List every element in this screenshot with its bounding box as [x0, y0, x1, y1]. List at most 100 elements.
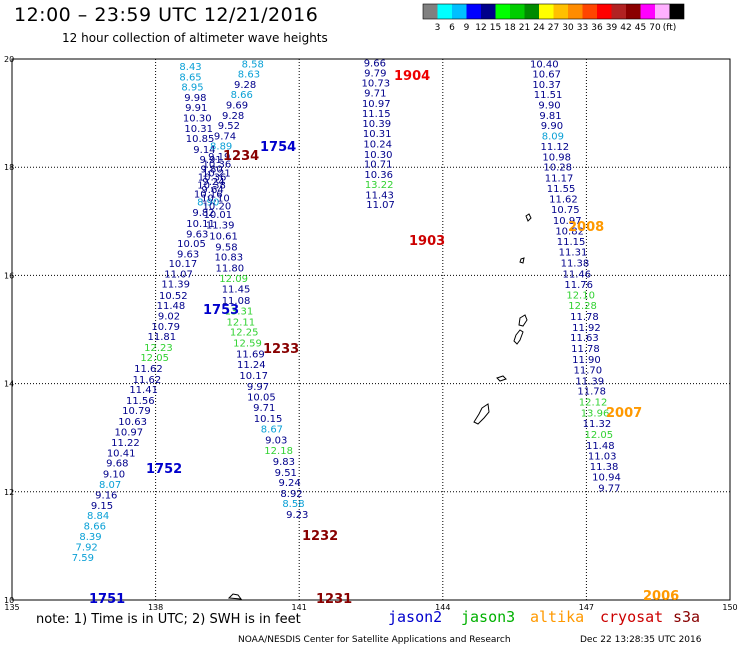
wave-height-value: 7.92 — [76, 543, 98, 554]
colorbar-swatch — [669, 4, 684, 19]
wave-height-value: 11.39 — [575, 376, 604, 387]
wave-height-value: 10.82 — [555, 227, 584, 238]
footer-date: Dec 22 13:28:35 UTC 2016 — [580, 635, 702, 645]
wave-height-value: 11.56 — [126, 396, 155, 407]
wave-height-value: 10.05 — [247, 393, 276, 404]
wave-height-value: 11.69 — [236, 349, 265, 360]
colorbar-label: 12 — [475, 23, 486, 33]
colorbar-swatch — [437, 4, 452, 19]
colorbar-swatch — [423, 4, 438, 19]
time-label: 1903 — [409, 234, 445, 249]
wave-height-value: 11.76 — [564, 280, 593, 291]
wave-height-value: 10.83 — [215, 253, 244, 264]
lon-label: 141 — [292, 603, 307, 612]
lon-label: 147 — [579, 603, 594, 612]
legend-s3a: s3a — [673, 608, 701, 626]
wave-height-value: 9.80 — [200, 164, 222, 175]
wave-height-value: 10.97 — [362, 99, 391, 110]
lon-label: 150 — [722, 603, 737, 612]
wave-height-value: 9.51 — [275, 468, 297, 479]
legend-cryosat: cryosat — [600, 608, 664, 626]
wave-height-value: 9.83 — [273, 457, 295, 468]
wave-height-value: 9.71 — [364, 89, 386, 100]
wave-height-value: 9.97 — [247, 382, 269, 393]
colorbar-label: 70 — [649, 23, 661, 33]
wave-height-value: 10.79 — [122, 406, 151, 417]
colorbar-label: 45 — [635, 23, 646, 33]
colorbar-label: 15 — [490, 23, 501, 33]
colorbar-swatch — [655, 4, 670, 19]
wave-height-value: 8.63 — [238, 70, 260, 81]
wave-height-value: 10.73 — [361, 78, 390, 89]
wave-height-value: 10.79 — [151, 322, 180, 333]
wave-height-value: 8.39 — [79, 532, 101, 543]
wave-height-value: 11.46 — [563, 269, 592, 280]
wave-height-value: 8.43 — [179, 62, 201, 73]
grid — [12, 59, 730, 600]
wave-height-value: 10.94 — [592, 473, 621, 484]
wave-height-value: 8.90 — [197, 197, 219, 208]
wave-height-value: 10.30 — [183, 114, 212, 125]
island-outline — [518, 314, 528, 327]
wave-height-value: 12.10 — [566, 290, 595, 301]
wave-height-value: 8.58 — [282, 499, 304, 510]
colorbar-swatch — [611, 4, 626, 19]
wave-height-value: 9.23 — [286, 510, 308, 521]
wave-height-value: 11.31 — [559, 248, 588, 259]
wave-height-value: 7.59 — [72, 553, 94, 564]
wave-height-value: 11.78 — [570, 312, 599, 323]
wave-height-value: 10.17 — [169, 259, 198, 270]
time-label: 2006 — [643, 589, 679, 604]
colorbar-label: 21 — [519, 23, 530, 33]
wave-height-value: 10.40 — [530, 59, 559, 70]
wave-height-value: 12.28 — [568, 301, 597, 312]
wave-height-value: 9.90 — [538, 101, 560, 112]
colorbar-swatch — [568, 4, 583, 19]
wave-height-value: 10.98 — [542, 152, 571, 163]
wave-height-value: 9.91 — [200, 155, 222, 166]
wave-height-value: 9.98 — [184, 93, 206, 104]
wave-height-value: 9.24 — [202, 177, 224, 188]
island-outline — [525, 213, 532, 222]
colorbar-label: 36 — [591, 23, 603, 33]
wave-height-value: 10.63 — [118, 417, 147, 428]
wave-height-value: 10.24 — [363, 139, 392, 150]
wave-height-value: 11.08 — [222, 296, 251, 307]
time-label: 2008 — [568, 220, 604, 235]
wave-height-value: 10.41 — [107, 448, 136, 459]
wave-height-value: 11.92 — [572, 323, 601, 334]
island-outline — [227, 593, 243, 600]
wave-height-value: 11.63 — [570, 333, 599, 344]
wave-height-value: 11.78 — [577, 387, 606, 398]
time-label: 1231 — [316, 592, 352, 607]
wave-height-value: 11.07 — [366, 200, 395, 211]
time-label: 1751 — [89, 592, 125, 607]
wave-height-value: 9.10 — [103, 469, 125, 480]
wave-height-value: 9.63 — [186, 229, 208, 240]
wave-height-value: 10.67 — [532, 70, 561, 81]
wave-height-value: 10.28 — [543, 163, 572, 174]
colorbar-swatch — [553, 4, 568, 19]
lat-label: 14 — [4, 380, 14, 389]
wave-height-value: 11.48 — [586, 441, 615, 452]
wave-height-value: 11.15 — [362, 109, 391, 120]
colorbar-swatch — [452, 4, 467, 19]
time-label: 1234 — [223, 149, 259, 164]
wave-height-value: 11.43 — [365, 190, 394, 201]
wave-height-value: 10.15 — [254, 414, 283, 425]
colorbar-label: 27 — [548, 23, 559, 33]
colorbar-label: 3 — [435, 23, 441, 33]
map-frame — [11, 58, 731, 601]
wave-height-value: 11.22 — [111, 438, 140, 449]
wave-height-value: 11.38 — [590, 462, 619, 473]
colorbar-swatch — [481, 4, 496, 19]
wave-height-value: 8.95 — [181, 83, 203, 94]
wave-height-value: 11.55 — [547, 184, 576, 195]
wave-height-value: 10.16 — [194, 189, 223, 200]
colorbar-swatch — [640, 4, 655, 19]
wave-height-value: 9.82 — [192, 208, 214, 219]
island-outline — [496, 375, 507, 382]
wave-height-value: 10.97 — [553, 216, 582, 227]
